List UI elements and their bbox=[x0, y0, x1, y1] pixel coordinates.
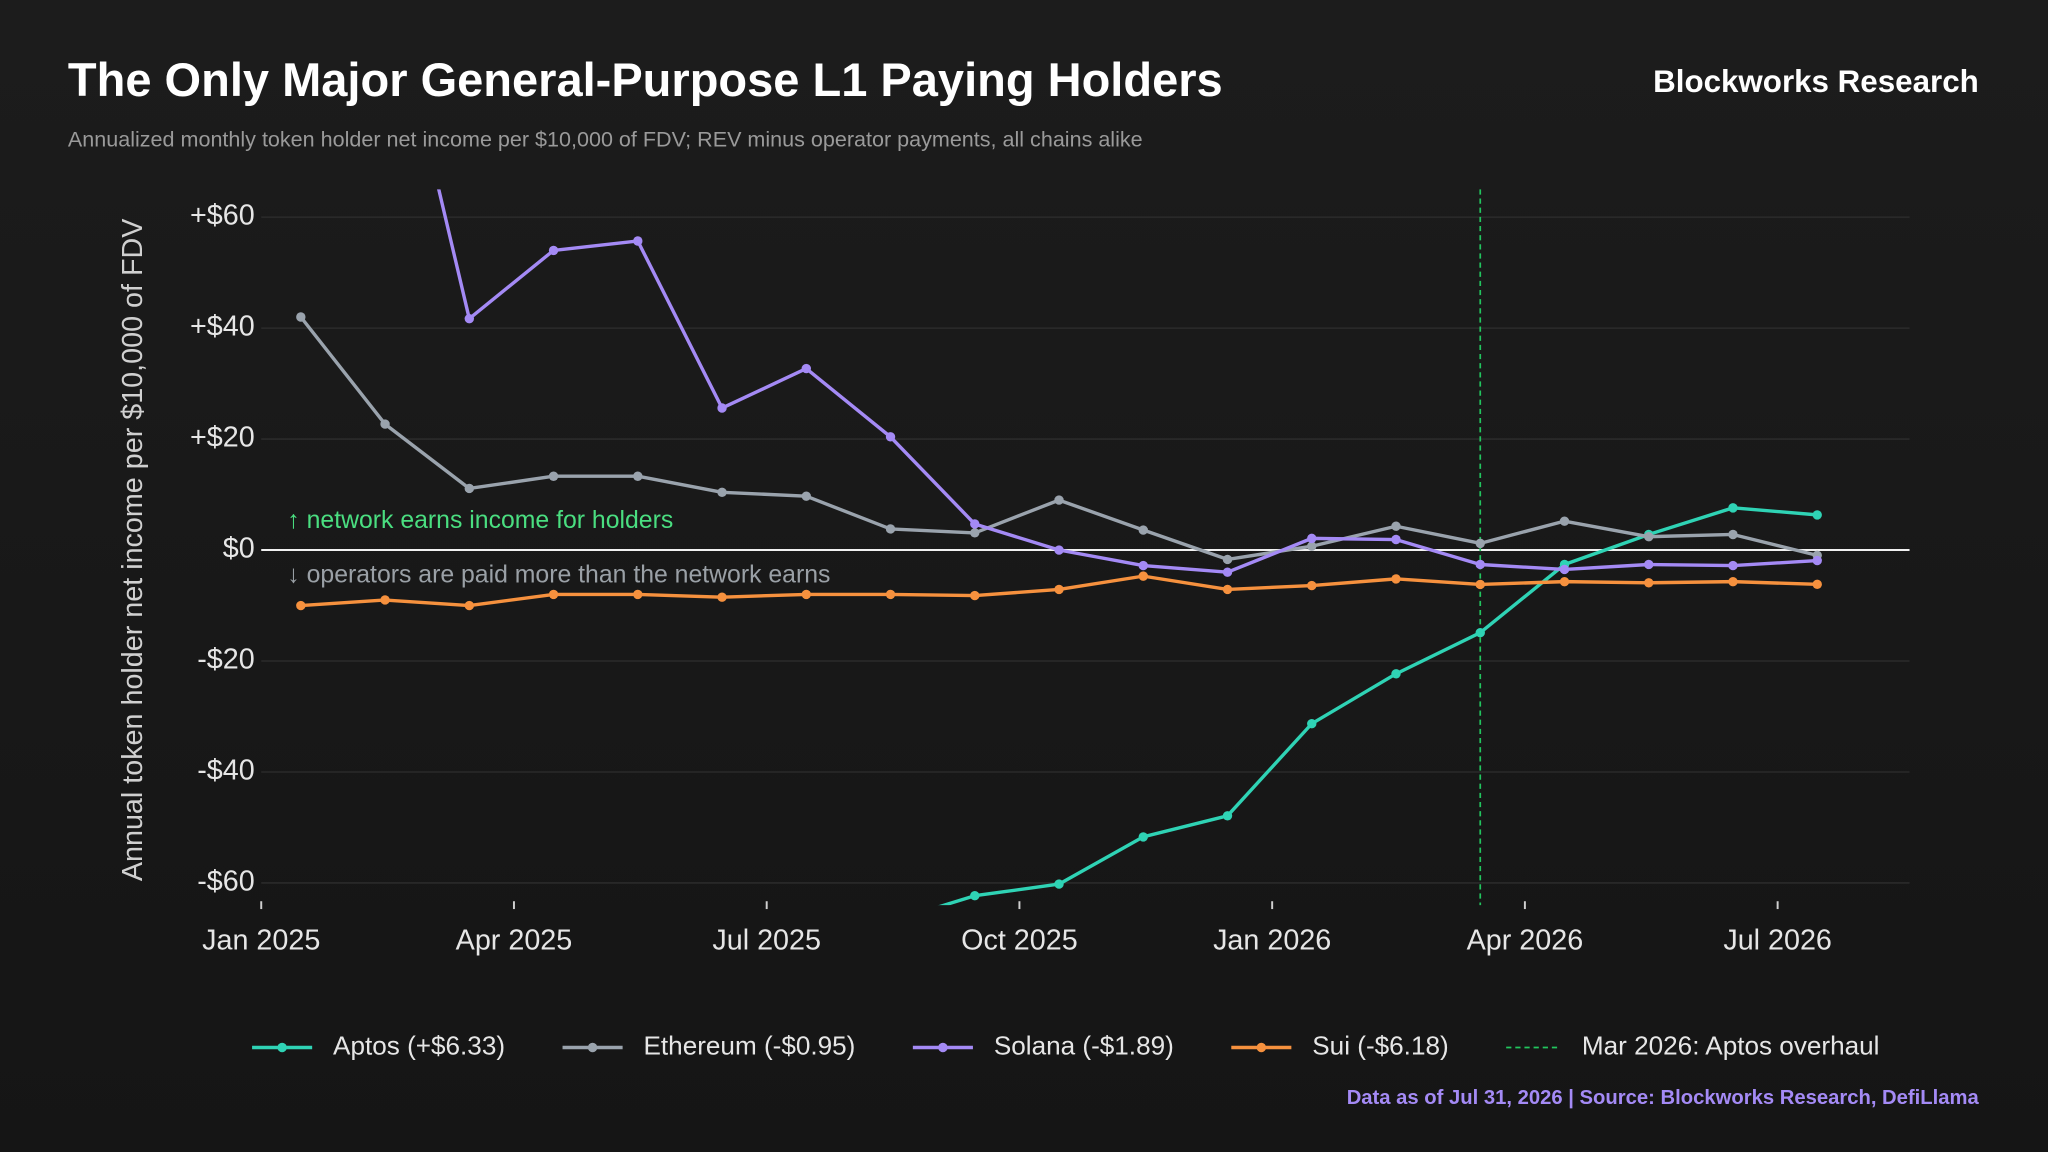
data-point bbox=[1391, 669, 1401, 679]
data-point bbox=[1307, 580, 1317, 591]
data-point bbox=[1475, 559, 1485, 570]
data-point bbox=[1391, 534, 1401, 545]
x-tick-label: Apr 2025 bbox=[456, 924, 573, 956]
legend-swatch-dot bbox=[1256, 1042, 1267, 1053]
annotation: ↓ operators are paid more than the netwo… bbox=[287, 562, 830, 589]
annotation: ↑ network earns income for holders bbox=[287, 507, 673, 534]
chart-subtitle: Annualized monthly token holder net inco… bbox=[68, 127, 1143, 152]
data-point bbox=[1728, 529, 1738, 540]
data-point bbox=[1475, 628, 1485, 638]
plot-area bbox=[296, 189, 1822, 906]
data-point bbox=[1138, 525, 1148, 535]
y-tick-label: +$60 bbox=[190, 200, 255, 232]
legend-swatch-dot bbox=[587, 1042, 598, 1053]
chart-title: The Only Major General-Purpose L1 Paying… bbox=[68, 53, 1223, 106]
data-point bbox=[1728, 576, 1738, 587]
data-point bbox=[1138, 560, 1148, 571]
data-point bbox=[1222, 554, 1233, 565]
data-point bbox=[1812, 555, 1822, 566]
data-point bbox=[1054, 495, 1064, 505]
data-point bbox=[970, 590, 980, 601]
y-tick-label: -$20 bbox=[197, 644, 254, 676]
data-point bbox=[801, 491, 811, 501]
series-line bbox=[437, 189, 1818, 574]
data-point bbox=[1391, 574, 1401, 584]
data-point bbox=[970, 528, 980, 538]
data-point bbox=[1138, 571, 1148, 581]
y-tick-label: -$40 bbox=[197, 755, 254, 787]
data-point bbox=[885, 589, 896, 600]
data-point bbox=[801, 589, 811, 600]
data-point bbox=[801, 363, 811, 374]
series-line bbox=[938, 506, 1818, 906]
data-point bbox=[633, 236, 643, 246]
x-tick-label: Jul 2026 bbox=[1723, 924, 1832, 956]
data-point bbox=[717, 487, 727, 498]
data-point bbox=[464, 313, 475, 324]
x-tick-label: Jul 2025 bbox=[712, 924, 821, 956]
data-point bbox=[1644, 578, 1654, 588]
data-point bbox=[633, 589, 643, 600]
data-point bbox=[633, 471, 643, 481]
data-point bbox=[548, 471, 559, 481]
data-point bbox=[464, 483, 475, 494]
x-tick-label: Oct 2025 bbox=[961, 924, 1078, 956]
data-point bbox=[380, 419, 390, 429]
data-point bbox=[1644, 532, 1654, 542]
data-point bbox=[1475, 579, 1485, 590]
data-point bbox=[1307, 719, 1317, 729]
data-point bbox=[1559, 564, 1570, 575]
legend-label: Sui (-$6.18) bbox=[1312, 1030, 1448, 1060]
y-tick-label: +$40 bbox=[190, 311, 255, 343]
data-point bbox=[1307, 541, 1317, 551]
data-point bbox=[548, 245, 559, 256]
x-tick-label: Jan 2026 bbox=[1213, 924, 1331, 956]
data-point bbox=[1475, 538, 1485, 549]
data-point bbox=[464, 600, 475, 611]
legend-label: Solana (-$1.89) bbox=[994, 1030, 1174, 1060]
data-point bbox=[1307, 533, 1317, 544]
data-point bbox=[1728, 503, 1738, 513]
legend-label: Mar 2026: Aptos overhaul bbox=[1582, 1030, 1880, 1060]
legend-swatch-dot bbox=[277, 1042, 287, 1053]
data-point bbox=[885, 524, 896, 534]
data-point bbox=[885, 432, 896, 442]
data-point bbox=[1054, 584, 1064, 595]
data-point bbox=[1138, 832, 1148, 842]
data-point bbox=[1054, 879, 1064, 889]
data-point bbox=[548, 589, 559, 600]
data-point bbox=[380, 595, 390, 605]
data-point bbox=[970, 519, 980, 529]
legend-swatch-dot bbox=[938, 1042, 948, 1053]
data-point bbox=[1559, 576, 1570, 587]
data-point bbox=[1054, 545, 1064, 555]
y-tick-label: +$20 bbox=[190, 422, 255, 454]
y-tick-label: -$60 bbox=[197, 866, 254, 898]
source-note: Data as of Jul 31, 2026 | Source: Blockw… bbox=[1347, 1087, 1980, 1109]
data-point bbox=[296, 600, 306, 611]
data-point bbox=[1391, 521, 1401, 531]
data-point bbox=[1644, 559, 1654, 570]
legend-label: Aptos (+$6.33) bbox=[333, 1030, 505, 1060]
data-point bbox=[1222, 567, 1233, 577]
data-point bbox=[717, 592, 727, 602]
y-tick-label: $0 bbox=[223, 533, 255, 565]
data-point bbox=[296, 312, 306, 322]
data-point bbox=[717, 403, 727, 413]
legend-label: Ethereum (-$0.95) bbox=[644, 1030, 856, 1060]
data-point bbox=[970, 891, 980, 901]
brand: Blockworks Research bbox=[1653, 64, 1979, 99]
data-point bbox=[1728, 560, 1738, 571]
data-point bbox=[1812, 579, 1822, 590]
x-tick-label: Apr 2026 bbox=[1467, 924, 1584, 956]
data-point bbox=[1222, 584, 1233, 595]
data-point bbox=[1812, 510, 1822, 520]
x-tick-label: Jan 2025 bbox=[202, 924, 320, 956]
y-axis-label: Annual token holder net income per $10,0… bbox=[117, 218, 149, 881]
data-point bbox=[1222, 811, 1233, 821]
data-point bbox=[1559, 516, 1570, 526]
